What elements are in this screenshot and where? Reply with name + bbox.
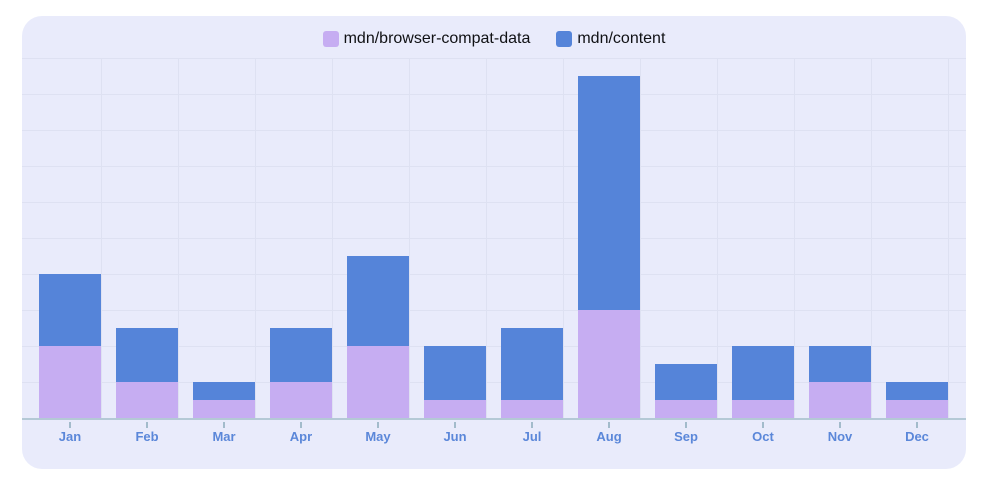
vertical-gridline	[640, 58, 641, 418]
legend-swatch-icon	[556, 31, 573, 47]
bar-segment-mdn-content[interactable]	[886, 382, 948, 400]
bar-segment-mdn-browser-compat-data[interactable]	[193, 400, 255, 418]
bar-segment-mdn-content[interactable]	[193, 382, 255, 400]
vertical-gridline	[255, 58, 256, 418]
bar-segment-mdn-browser-compat-data[interactable]	[578, 310, 640, 418]
vertical-gridline	[486, 58, 487, 418]
x-axis-tick	[377, 422, 379, 428]
horizontal-gridline	[22, 94, 966, 95]
vertical-gridline	[409, 58, 410, 418]
x-axis-tick	[454, 422, 456, 428]
bar-segment-mdn-browser-compat-data[interactable]	[116, 382, 178, 418]
bar-group-jan	[39, 274, 101, 418]
legend-label: mdn/browser-compat-data	[343, 30, 531, 47]
bar-segment-mdn-browser-compat-data[interactable]	[347, 346, 409, 418]
x-axis-label: Aug	[596, 429, 622, 444]
x-axis-tick	[916, 422, 918, 428]
bar-segment-mdn-browser-compat-data[interactable]	[732, 400, 794, 418]
x-axis-label: Oct	[752, 429, 774, 444]
x-axis-tick	[146, 422, 148, 428]
bar-group-apr	[270, 328, 332, 418]
horizontal-gridline	[22, 166, 966, 167]
x-axis-label: Mar	[212, 429, 236, 444]
x-axis-tick	[69, 422, 71, 428]
bar-group-mar	[193, 382, 255, 418]
bar-group-feb	[116, 328, 178, 418]
legend-item[interactable]: mdn/browser-compat-data	[322, 30, 531, 47]
bar-segment-mdn-browser-compat-data[interactable]	[809, 382, 871, 418]
bar-segment-mdn-browser-compat-data[interactable]	[424, 400, 486, 418]
vertical-gridline	[563, 58, 564, 418]
x-axis-label: Apr	[289, 429, 313, 444]
horizontal-gridline	[22, 58, 966, 59]
horizontal-gridline	[22, 238, 966, 239]
chart-card: mdn/browser-compat-data mdn/content Jan Fe…	[22, 16, 966, 469]
x-axis-label: May	[365, 429, 391, 444]
vertical-gridline	[178, 58, 179, 418]
x-axis-label: Feb	[135, 429, 159, 444]
bar-segment-mdn-browser-compat-data[interactable]	[501, 400, 563, 418]
bar-segment-mdn-content[interactable]	[501, 328, 563, 400]
x-axis-tick	[223, 422, 225, 428]
bar-segment-mdn-browser-compat-data[interactable]	[39, 346, 101, 418]
bar-segment-mdn-browser-compat-data[interactable]	[270, 382, 332, 418]
horizontal-gridline	[22, 310, 966, 311]
horizontal-gridline	[22, 346, 966, 347]
x-axis-label: Sep	[674, 429, 698, 444]
x-axis-label: Jun	[443, 429, 467, 444]
x-axis-line	[22, 418, 966, 420]
bar-group-dec	[886, 382, 948, 418]
legend-label: mdn/content	[577, 30, 666, 47]
bar-segment-mdn-browser-compat-data[interactable]	[886, 400, 948, 418]
horizontal-gridline	[22, 202, 966, 203]
bar-group-jul	[501, 328, 563, 418]
bar-group-nov	[809, 346, 871, 418]
horizontal-gridline	[22, 274, 966, 275]
x-axis-label: Dec	[905, 429, 929, 444]
x-axis-label: Jan	[58, 429, 82, 444]
vertical-gridline	[871, 58, 872, 418]
x-axis-label: Nov	[827, 429, 853, 444]
bar-group-jun	[424, 346, 486, 418]
plot-area: Jan Feb Mar Apr May Jun Jul Aug Sep Oct Nov Dec	[22, 16, 966, 469]
bar-group-may	[347, 256, 409, 418]
legend-item[interactable]: mdn/content	[556, 31, 665, 47]
bar-group-sep	[655, 364, 717, 418]
bar-segment-mdn-content[interactable]	[347, 256, 409, 346]
vertical-gridline	[948, 58, 949, 418]
x-axis-tick	[762, 422, 764, 428]
bar-segment-mdn-content[interactable]	[424, 346, 486, 400]
bar-segment-mdn-browser-compat-data[interactable]	[655, 400, 717, 418]
chart-legend: mdn/browser-compat-data mdn/content	[22, 31, 966, 47]
x-axis-label: Jul	[522, 429, 542, 444]
bar-segment-mdn-content[interactable]	[39, 274, 101, 346]
bar-group-oct	[732, 346, 794, 418]
x-axis-tick	[531, 422, 533, 428]
x-axis-tick	[685, 422, 687, 428]
vertical-gridline	[332, 58, 333, 418]
bar-segment-mdn-content[interactable]	[116, 328, 178, 382]
legend-swatch-icon	[322, 31, 339, 47]
x-axis-tick	[839, 422, 841, 428]
x-axis-tick	[608, 422, 610, 428]
horizontal-gridline	[22, 130, 966, 131]
bar-segment-mdn-content[interactable]	[578, 76, 640, 310]
bar-segment-mdn-content[interactable]	[655, 364, 717, 400]
vertical-gridline	[794, 58, 795, 418]
vertical-gridline	[101, 58, 102, 418]
bar-segment-mdn-content[interactable]	[270, 328, 332, 382]
bar-segment-mdn-content[interactable]	[732, 346, 794, 400]
horizontal-gridline	[22, 382, 966, 383]
vertical-gridline	[717, 58, 718, 418]
bar-group-aug	[578, 76, 640, 418]
x-axis-tick	[300, 422, 302, 428]
bar-segment-mdn-content[interactable]	[809, 346, 871, 382]
